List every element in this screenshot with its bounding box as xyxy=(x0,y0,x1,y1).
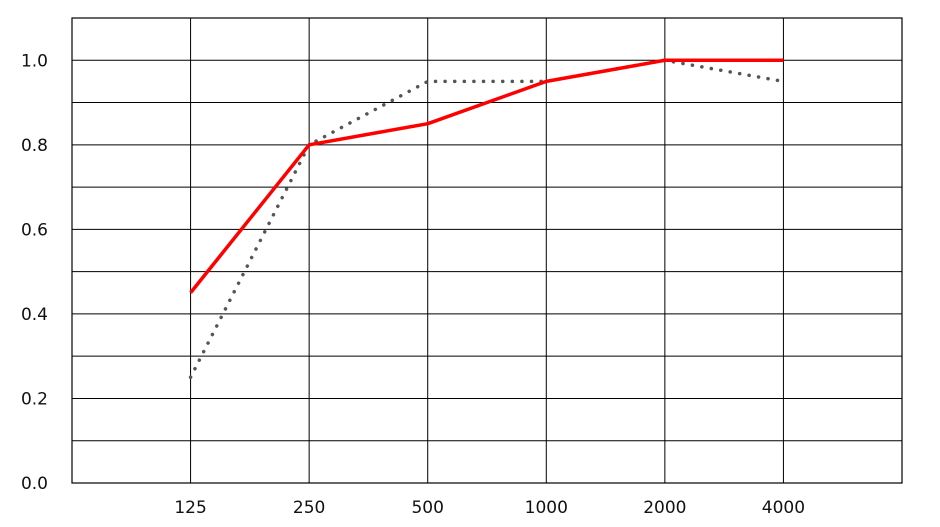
y-tick-label: 0.4 xyxy=(21,305,48,325)
y-tick-label: 0.6 xyxy=(21,220,48,240)
series-line-solid xyxy=(189,58,784,294)
x-tick-label: 500 xyxy=(411,498,443,518)
x-tick-label: 250 xyxy=(293,498,325,518)
grid xyxy=(72,18,902,483)
y-tick-label: 0.8 xyxy=(21,136,48,156)
x-tick-label: 1000 xyxy=(525,498,568,518)
x-tick-label: 4000 xyxy=(762,498,805,518)
y-tick-label: 0.2 xyxy=(21,389,48,409)
y-axis-tick-labels: 0.0 0.2 0.4 0.6 0.8 1.0 xyxy=(21,51,48,494)
x-axis-tick-labels: 125 250 500 1000 2000 4000 xyxy=(174,498,805,518)
series-line-dotted xyxy=(188,58,786,380)
y-tick-label: 0.0 xyxy=(21,474,48,494)
x-tick-label: 125 xyxy=(174,498,206,518)
x-tick-label: 2000 xyxy=(643,498,686,518)
series-layer xyxy=(188,58,786,380)
plot-frame xyxy=(71,17,903,484)
y-tick-label: 1.0 xyxy=(21,51,48,71)
